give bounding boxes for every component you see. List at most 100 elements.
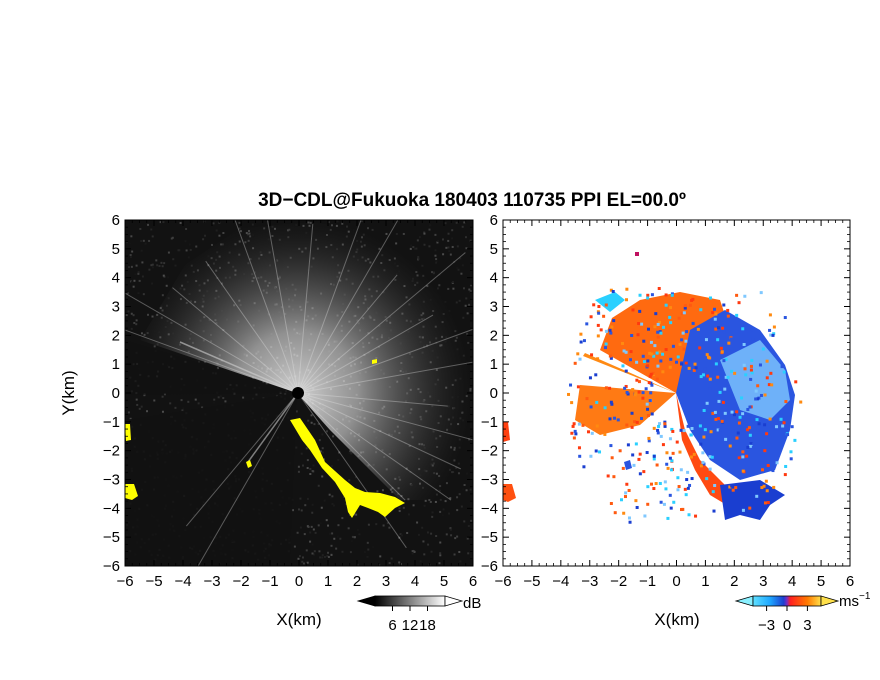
velocity-speckle bbox=[794, 380, 798, 384]
velocity-speckle bbox=[702, 462, 706, 466]
echo-ray bbox=[297, 220, 399, 394]
velocity-speckle bbox=[763, 501, 767, 505]
velocity-speckle bbox=[694, 514, 698, 518]
velocity-speckle bbox=[602, 314, 606, 318]
velocity-speckle bbox=[661, 370, 665, 374]
velocity-speckle bbox=[603, 406, 607, 410]
noise-pixel bbox=[306, 497, 309, 500]
noise-pixel bbox=[130, 235, 133, 238]
velocity-speckle bbox=[670, 427, 674, 431]
velocity-speckle bbox=[731, 429, 735, 433]
noise-pixel bbox=[448, 512, 451, 515]
noise-pixel bbox=[300, 509, 303, 512]
velocity-speckle bbox=[637, 380, 641, 384]
noise-pixel bbox=[138, 407, 141, 410]
velocity-speckle bbox=[713, 410, 717, 414]
velocity-speckle bbox=[649, 372, 653, 376]
noise-pixel bbox=[291, 509, 294, 512]
noise-pixel bbox=[468, 438, 471, 441]
velocity-speckle bbox=[722, 359, 726, 363]
velocity-speckle bbox=[634, 442, 638, 446]
x-tick-label: 0 bbox=[295, 573, 303, 590]
velocity-speckle bbox=[638, 293, 642, 297]
x-tick-label: −2 bbox=[610, 573, 627, 590]
echo-ray bbox=[297, 314, 434, 394]
noise-pixel bbox=[301, 560, 304, 563]
velocity-cyan-edge bbox=[595, 292, 625, 312]
velocity-speckle bbox=[618, 449, 622, 453]
y-tick-label: −3 bbox=[481, 472, 498, 489]
noise-pixel bbox=[162, 274, 165, 277]
velocity-speckle bbox=[714, 327, 718, 331]
velocity-speckle bbox=[712, 509, 716, 513]
noise-pixel bbox=[439, 498, 442, 501]
velocity-speckle bbox=[656, 364, 660, 368]
noise-pixel bbox=[151, 282, 154, 285]
velocity-speckle bbox=[688, 303, 692, 307]
noise-pixel bbox=[434, 249, 437, 252]
velocity-speckle bbox=[676, 488, 680, 492]
noise-pixel bbox=[466, 472, 469, 475]
noise-pixel bbox=[444, 500, 447, 503]
velocity-speckle bbox=[625, 391, 629, 395]
velocity-speckle bbox=[793, 438, 797, 442]
noise-pixel bbox=[222, 397, 225, 400]
velocity-speckle bbox=[651, 371, 655, 375]
velocity-speckle bbox=[656, 322, 660, 326]
noise-pixel bbox=[137, 272, 140, 275]
noise-pixel bbox=[136, 403, 139, 406]
velocity-speckle bbox=[784, 464, 788, 468]
noise-pixel bbox=[147, 223, 150, 226]
x-tick-label: −6 bbox=[494, 573, 511, 590]
noise-pixel bbox=[327, 556, 330, 559]
velocity-speckle bbox=[655, 351, 659, 355]
colorbar-tick-label: 0 bbox=[783, 617, 791, 634]
noise-pixel bbox=[293, 545, 296, 548]
blocked-sector bbox=[125, 340, 297, 395]
velocity-speckle bbox=[772, 485, 776, 489]
x-tick-label: 5 bbox=[440, 573, 448, 590]
velocity-speckle bbox=[783, 316, 787, 320]
noise-pixel bbox=[312, 528, 315, 531]
velocity-speckle bbox=[668, 306, 672, 310]
velocity-speckle bbox=[713, 317, 717, 321]
noise-pixel bbox=[304, 504, 307, 507]
velocity-speckle bbox=[755, 397, 759, 401]
noise-pixel bbox=[317, 524, 320, 527]
velocity-speckle bbox=[638, 452, 642, 456]
velocity-speckle bbox=[690, 426, 694, 430]
noise-pixel bbox=[456, 496, 459, 499]
velocity-speckle bbox=[657, 286, 661, 290]
velocity-speckle bbox=[637, 390, 641, 394]
velocity-speckle bbox=[686, 424, 690, 428]
velocity-speckle bbox=[596, 357, 600, 361]
velocity-speckle bbox=[604, 342, 608, 346]
velocity-speckle bbox=[782, 370, 786, 374]
velocity-speckle bbox=[762, 484, 766, 488]
y-tick-label: 2 bbox=[112, 327, 120, 344]
velocity-orange-region bbox=[503, 422, 510, 442]
velocity-speckle bbox=[748, 405, 752, 409]
velocity-speckle bbox=[705, 353, 709, 357]
noise-pixel bbox=[424, 499, 427, 502]
y-tick-label: 4 bbox=[490, 270, 498, 287]
velocity-speckle bbox=[570, 431, 574, 435]
echo-ray bbox=[205, 260, 299, 394]
noise-pixel bbox=[337, 524, 340, 527]
velocity-speckle bbox=[663, 424, 667, 428]
velocity-speckle bbox=[636, 333, 640, 337]
velocity-speckle bbox=[669, 321, 673, 325]
noise-pixel bbox=[349, 450, 352, 453]
noise-pixel bbox=[451, 471, 454, 474]
velocity-speckle bbox=[612, 319, 616, 323]
noise-pixel bbox=[386, 522, 389, 525]
velocity-speckle bbox=[763, 393, 767, 397]
velocity-speckle bbox=[665, 451, 669, 455]
velocity-speckle bbox=[659, 434, 663, 438]
noise-pixel bbox=[198, 360, 201, 363]
velocity-speckle bbox=[728, 485, 732, 489]
noise-pixel bbox=[459, 560, 462, 563]
noise-pixel bbox=[449, 528, 452, 531]
velocity-speckle bbox=[717, 399, 721, 403]
noise-pixel bbox=[135, 323, 138, 326]
